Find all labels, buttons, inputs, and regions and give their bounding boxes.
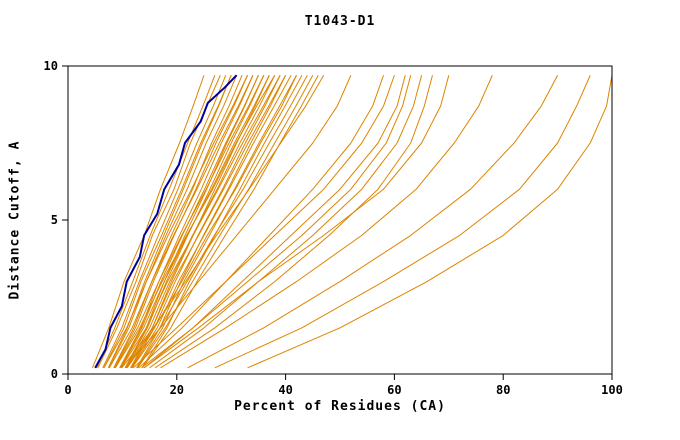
x-tick-label: 100: [601, 383, 623, 397]
model-curve: [132, 75, 395, 369]
model-curve: [92, 75, 205, 369]
model-curve: [160, 75, 493, 369]
model-curve: [114, 75, 265, 369]
y-tick-label: 0: [51, 367, 58, 381]
y-tick-label: 10: [44, 59, 58, 73]
model-curve: [143, 75, 406, 369]
model-curve: [108, 75, 254, 369]
model-curve: [137, 74, 314, 369]
model-curve: [214, 75, 591, 369]
model-curve: [102, 75, 227, 369]
model-curve: [103, 75, 232, 369]
model-curve: [149, 75, 423, 369]
y-axis-label: Distance Cutoff, A: [7, 140, 23, 300]
model-curve: [96, 75, 216, 369]
model-curve: [108, 75, 238, 369]
chart-title: T1043-D1: [304, 14, 376, 29]
model-curve: [136, 75, 287, 369]
model-curve: [125, 75, 276, 369]
model-curve: [131, 74, 308, 369]
model-curve: [120, 74, 281, 369]
model-curve: [187, 75, 559, 369]
model-curve: [136, 74, 297, 369]
model-curve: [142, 74, 319, 369]
model-curve: [141, 75, 412, 369]
model-curve: [121, 74, 325, 369]
model-curve: [247, 75, 613, 369]
model-curve: [103, 75, 248, 369]
model-curve: [114, 74, 276, 369]
x-tick-label: 40: [278, 383, 292, 397]
model-curve: [126, 74, 287, 369]
x-tick-label: 60: [387, 383, 401, 397]
model-curve: [130, 75, 281, 369]
highlighted-model-curve: [94, 74, 238, 369]
model-curve: [107, 75, 232, 369]
y-tick-label: 5: [51, 213, 58, 227]
model-curve: [143, 75, 450, 369]
x-tick-label: 0: [64, 383, 71, 397]
x-tick-label: 80: [496, 383, 510, 397]
x-axis-label: Percent of Residues (CA): [234, 399, 446, 414]
model-curve: [113, 75, 243, 369]
model-curve: [138, 75, 384, 369]
model-curve: [124, 75, 352, 369]
model-curve: [141, 74, 303, 369]
model-curve: [131, 74, 292, 369]
x-tick-label: 20: [170, 383, 184, 397]
